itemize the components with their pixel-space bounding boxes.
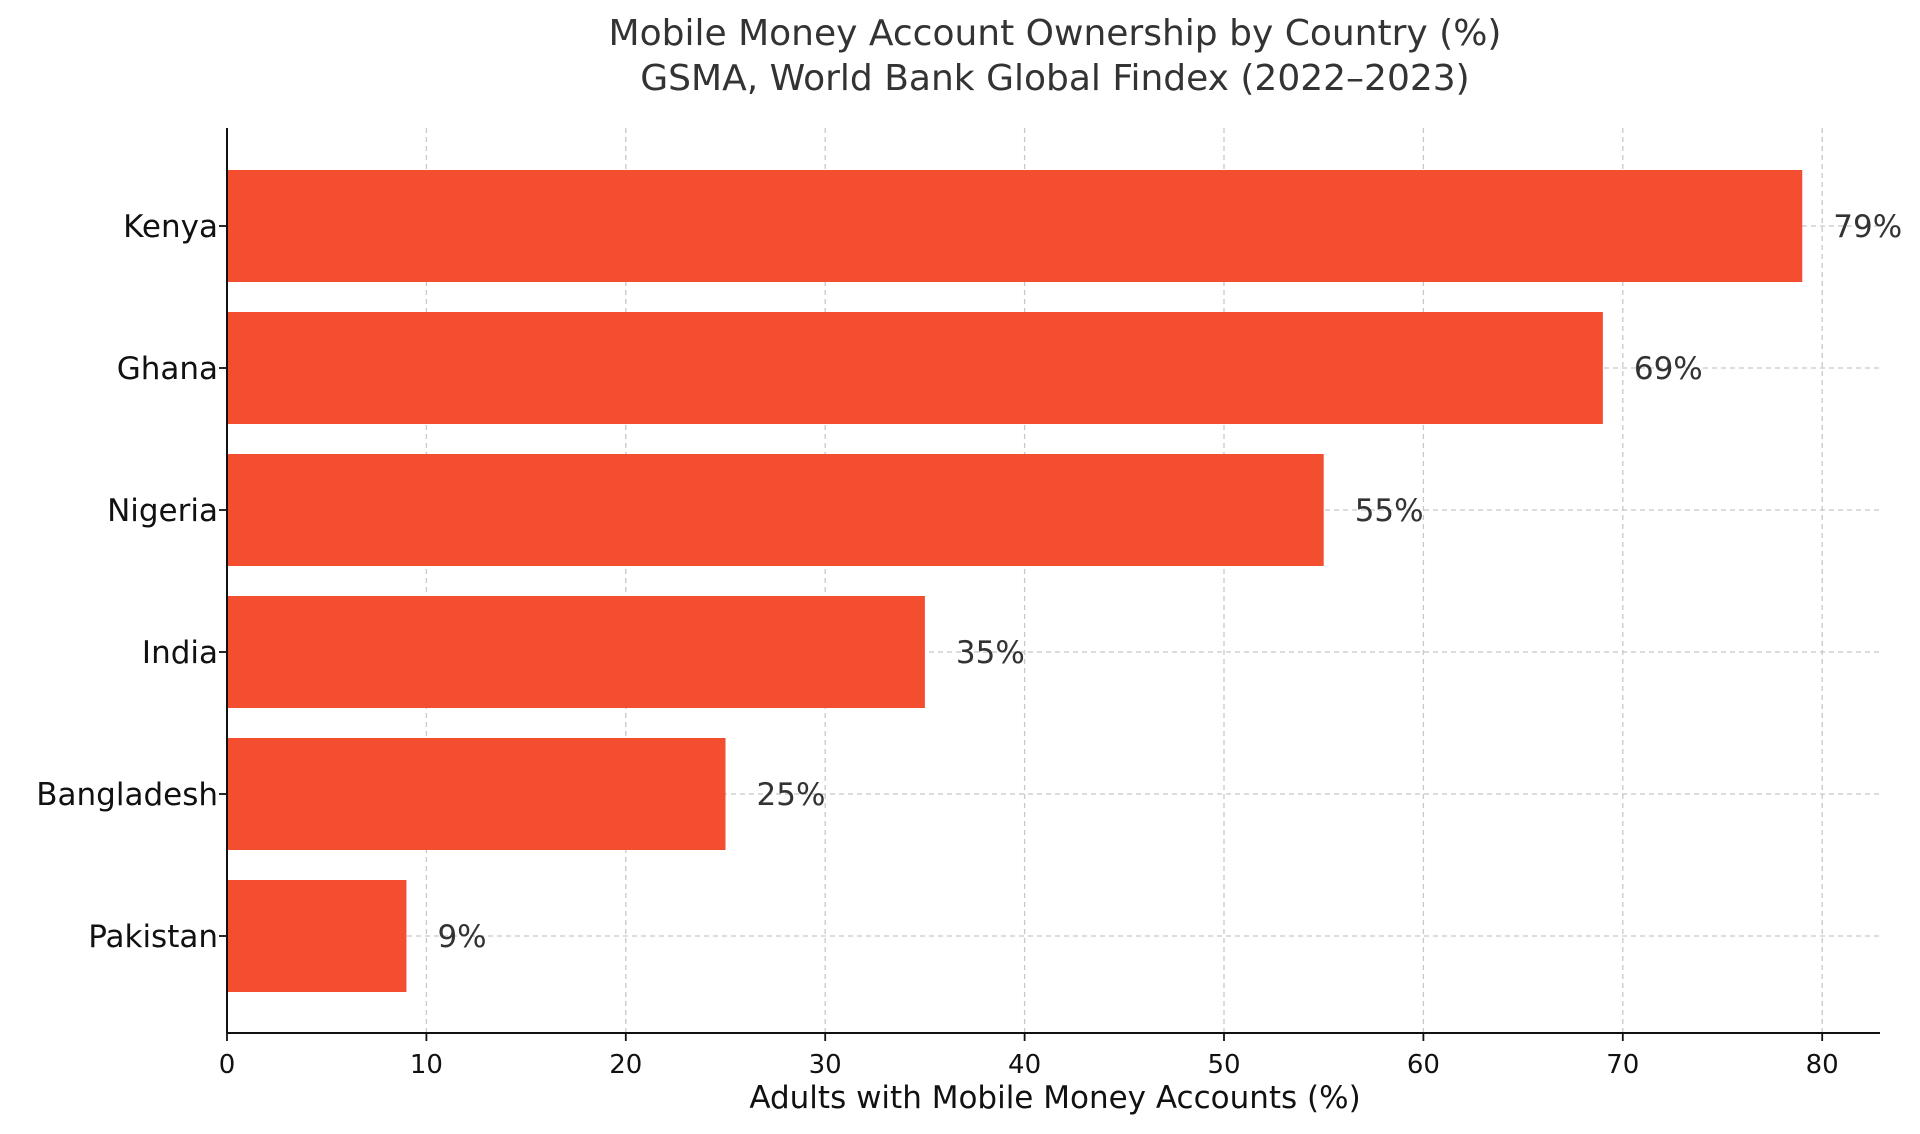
grid-lines [227, 128, 1880, 1033]
bar-kenya [227, 170, 1803, 282]
data-label: 9% [437, 919, 486, 955]
data-label: 69% [1634, 351, 1703, 387]
labels: Kenya 79% Ghana 69% Nigeria 55% India 35% Bangla… [36, 209, 1902, 1080]
bar-india [227, 596, 925, 708]
x-tick-label: 80 [1806, 1050, 1839, 1080]
y-tick-label: Pakistan [88, 919, 218, 955]
x-tick-label: 40 [1008, 1050, 1041, 1080]
x-tick-label: 10 [410, 1050, 443, 1080]
x-tick-label: 30 [809, 1050, 842, 1080]
bar-pakistan [227, 880, 407, 992]
x-tick-label: 0 [219, 1050, 236, 1080]
x-tick-label: 60 [1407, 1050, 1440, 1080]
bar-ghana [227, 312, 1603, 424]
data-label: 55% [1355, 493, 1424, 529]
x-tick-label: 20 [609, 1050, 642, 1080]
x-tick-label: 50 [1207, 1050, 1240, 1080]
y-tick-label: Nigeria [107, 493, 218, 529]
axes [219, 128, 1880, 1041]
data-label: 79% [1833, 209, 1902, 245]
y-tick-label: Bangladesh [36, 777, 218, 813]
x-axis-label: Adults with Mobile Money Accounts (%) [749, 1080, 1360, 1116]
chart-subtitle: GSMA, World Bank Global Findex (2022–202… [640, 58, 1469, 99]
data-label: 25% [757, 777, 826, 813]
data-label: 35% [956, 635, 1025, 671]
chart-title: Mobile Money Account Ownership by Countr… [609, 13, 1502, 54]
bar-bangladesh [227, 738, 726, 850]
x-tick-label: 70 [1606, 1050, 1639, 1080]
bars [227, 170, 1803, 992]
y-tick-label: Kenya [123, 209, 218, 245]
bar-nigeria [227, 454, 1324, 566]
y-tick-label: Ghana [117, 351, 218, 387]
y-tick-label: India [142, 635, 218, 671]
